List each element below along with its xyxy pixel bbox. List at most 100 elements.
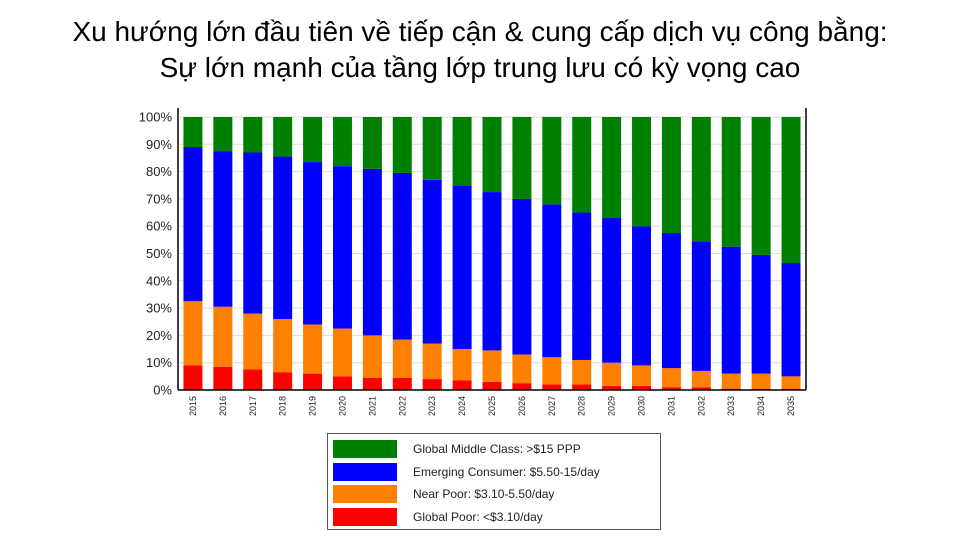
- bar-segment: [273, 117, 293, 157]
- legend-item: Global Poor: <$3.10/day: [333, 506, 660, 529]
- bar-segment: [482, 117, 502, 193]
- bar-segment: [781, 117, 801, 264]
- x-tick-label: 2031: [666, 396, 676, 416]
- bar-segment: [362, 168, 382, 336]
- y-tick-label: 40%: [146, 273, 172, 288]
- bar-segment: [422, 343, 442, 380]
- bar-segment: [721, 373, 741, 389]
- bar-segment: [392, 339, 412, 378]
- x-tick-label: 2026: [517, 396, 527, 416]
- x-tick-label: 2029: [607, 396, 617, 416]
- y-tick-label: 60%: [146, 219, 172, 234]
- bar-segment: [572, 384, 592, 390]
- bar-segment: [183, 301, 203, 366]
- bar-segment: [542, 117, 562, 205]
- slide-title: Xu hướng lớn đầu tiên về tiếp cận & cung…: [0, 14, 960, 86]
- bar-segment: [661, 117, 681, 234]
- x-tick-label: 2018: [278, 396, 288, 416]
- y-tick-label: 50%: [146, 246, 172, 261]
- y-tick-label: 70%: [146, 191, 172, 206]
- legend-label: Emerging Consumer: $5.50-15/day: [413, 464, 600, 479]
- x-tick-label: 2016: [218, 396, 228, 416]
- x-tick-label: 2030: [637, 396, 647, 416]
- bar-segment: [362, 117, 382, 169]
- bar-segment: [542, 357, 562, 385]
- bar-segment: [332, 117, 352, 167]
- bar-segment: [452, 349, 472, 381]
- legend-label: Near Poor: $3.10-5.50/day: [413, 487, 555, 502]
- bar-segment: [512, 383, 532, 390]
- bar-segment: [602, 117, 622, 219]
- y-tick-label: 100%: [139, 110, 173, 125]
- bar-segment: [542, 384, 562, 390]
- bar-segment: [512, 117, 532, 199]
- x-tick-label: 2028: [577, 396, 587, 416]
- bar-segment: [392, 117, 412, 173]
- bar-segment: [452, 380, 472, 390]
- x-tick-label: 2022: [397, 396, 407, 416]
- bar-segment: [632, 385, 652, 390]
- bar-segment: [422, 179, 442, 344]
- x-tick-label: 2034: [756, 396, 766, 416]
- bar-segment: [213, 151, 233, 307]
- x-tick-label: 2035: [786, 396, 796, 416]
- bar-segment: [572, 117, 592, 213]
- bar-segment: [273, 372, 293, 390]
- legend-label: Global Poor: <$3.10/day: [413, 509, 543, 524]
- bar-segment: [303, 162, 323, 325]
- bar-segment: [572, 212, 592, 360]
- x-tick-label: 2023: [427, 396, 437, 416]
- slide-title-line-1: Xu hướng lớn đầu tiên về tiếp cận & cung…: [72, 16, 888, 47]
- y-tick-label: 80%: [146, 164, 172, 179]
- bar-segment: [183, 117, 203, 148]
- bar-segment: [602, 385, 622, 390]
- bar-segment: [661, 368, 681, 388]
- bar-segment: [243, 117, 263, 153]
- y-tick-label: 0%: [153, 383, 172, 398]
- bar-segment: [661, 387, 681, 390]
- bar-segment: [632, 365, 652, 386]
- bar-segment: [392, 377, 412, 390]
- x-tick-label: 2017: [248, 396, 258, 416]
- bar-segment: [721, 246, 741, 374]
- bar-segment: [392, 172, 412, 340]
- bar-segment: [632, 117, 652, 227]
- legend-swatch: [333, 485, 397, 504]
- bar-segment: [452, 117, 472, 186]
- y-tick-label: 30%: [146, 301, 172, 316]
- bar-segment: [512, 354, 532, 384]
- x-tick-label: 2027: [547, 396, 557, 416]
- y-tick-label: 10%: [146, 355, 172, 370]
- x-tick-label: 2021: [367, 396, 377, 416]
- bar-segment: [691, 370, 711, 388]
- legend-swatch: [333, 462, 397, 481]
- bar-segment: [183, 147, 203, 302]
- bar-segment: [632, 226, 652, 366]
- bar-segment: [243, 152, 263, 314]
- legend-item: Emerging Consumer: $5.50-15/day: [333, 461, 660, 484]
- bar-segment: [213, 117, 233, 152]
- x-tick-label: 2033: [726, 396, 736, 416]
- bar-segment: [781, 376, 801, 389]
- legend-swatch: [333, 440, 397, 459]
- x-tick-label: 2032: [696, 396, 706, 416]
- bar-segment: [243, 313, 263, 370]
- x-tick-label: 2019: [308, 396, 318, 416]
- bar-segment: [422, 117, 442, 180]
- x-tick-label: 2024: [457, 396, 467, 416]
- bar-segment: [303, 324, 323, 374]
- bar-segment: [781, 263, 801, 377]
- bar-segment: [751, 254, 771, 374]
- x-tick-label: 2015: [188, 396, 198, 416]
- bar-segment: [691, 387, 711, 390]
- bar-segment: [482, 192, 502, 351]
- bar-segment: [482, 350, 502, 382]
- legend-label: Global Middle Class: >$15 PPP: [413, 442, 581, 457]
- bar-segment: [332, 376, 352, 390]
- chart-legend: Global Middle Class: >$15 PPP Emerging Co…: [327, 433, 661, 530]
- bar-segment: [751, 373, 771, 389]
- bar-segment: [362, 335, 382, 378]
- legend-item: Global Middle Class: >$15 PPP: [333, 438, 660, 461]
- bar-segment: [303, 117, 323, 163]
